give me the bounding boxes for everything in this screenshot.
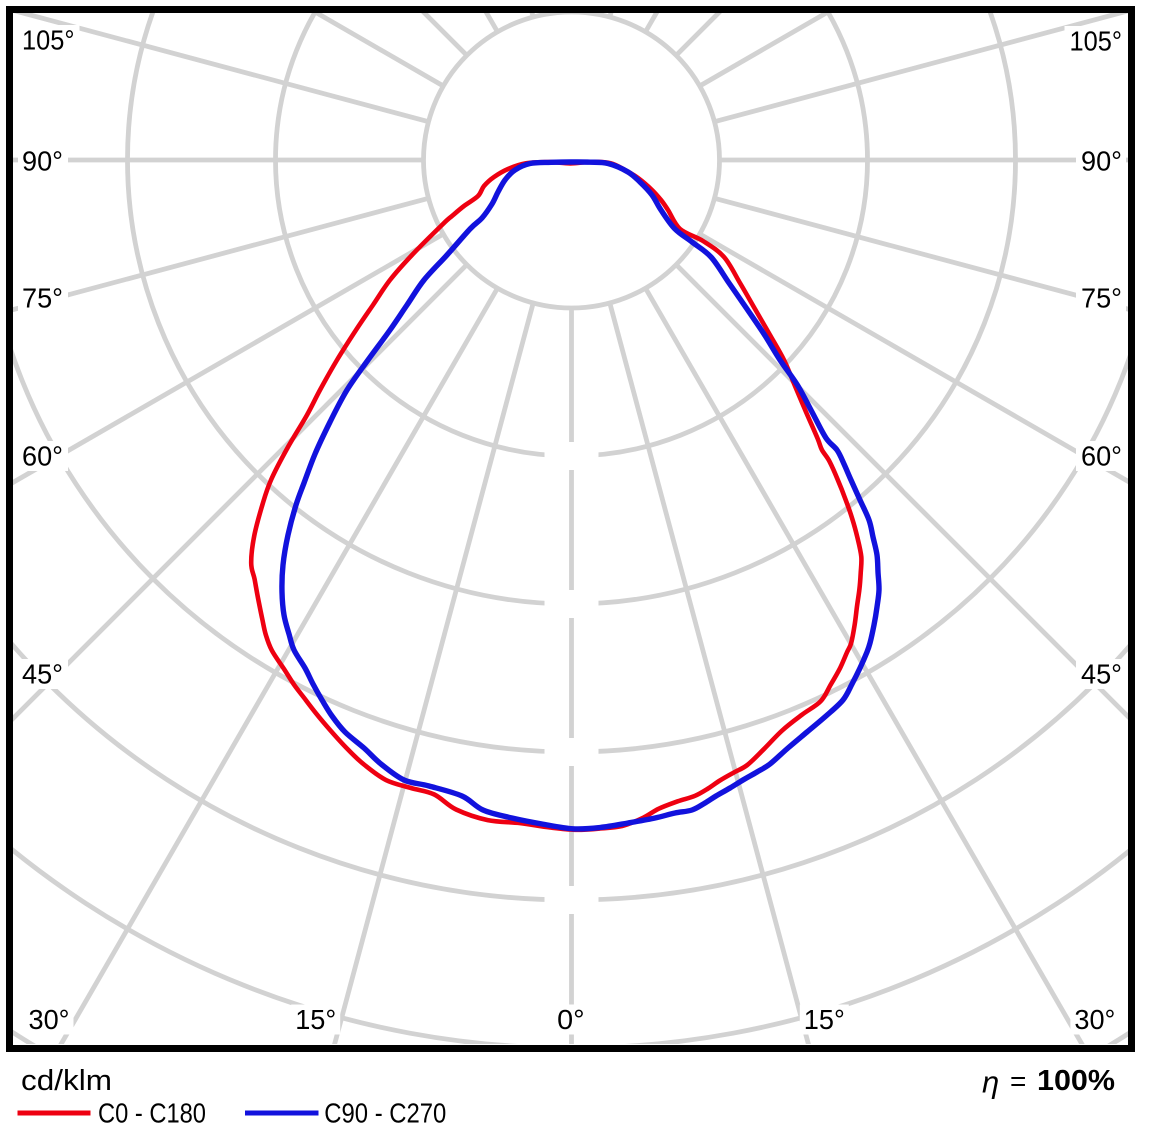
svg-text:60°: 60° [1081,441,1122,472]
svg-text:100%: 100% [1037,1065,1115,1097]
svg-text:30°: 30° [29,1004,70,1035]
svg-text:C0 - C180: C0 - C180 [98,1098,206,1129]
svg-text:105°: 105° [22,25,75,56]
svg-text:=: = [1010,1066,1026,1097]
svg-text:30°: 30° [1074,1004,1115,1035]
svg-text:90°: 90° [22,146,63,177]
svg-text:75°: 75° [1081,283,1122,314]
svg-text:cd/klm: cd/klm [21,1065,112,1097]
svg-text:45°: 45° [22,659,63,690]
svg-text:0°: 0° [557,1004,585,1035]
svg-text:90°: 90° [1081,146,1122,177]
svg-text:C90 - C270: C90 - C270 [324,1098,446,1129]
svg-text:45°: 45° [1081,659,1122,690]
svg-text:η: η [982,1065,999,1100]
svg-text:60°: 60° [22,441,63,472]
svg-text:15°: 15° [804,1004,845,1035]
svg-text:15°: 15° [295,1004,336,1035]
svg-text:105°: 105° [1070,26,1123,57]
svg-text:75°: 75° [22,283,63,314]
